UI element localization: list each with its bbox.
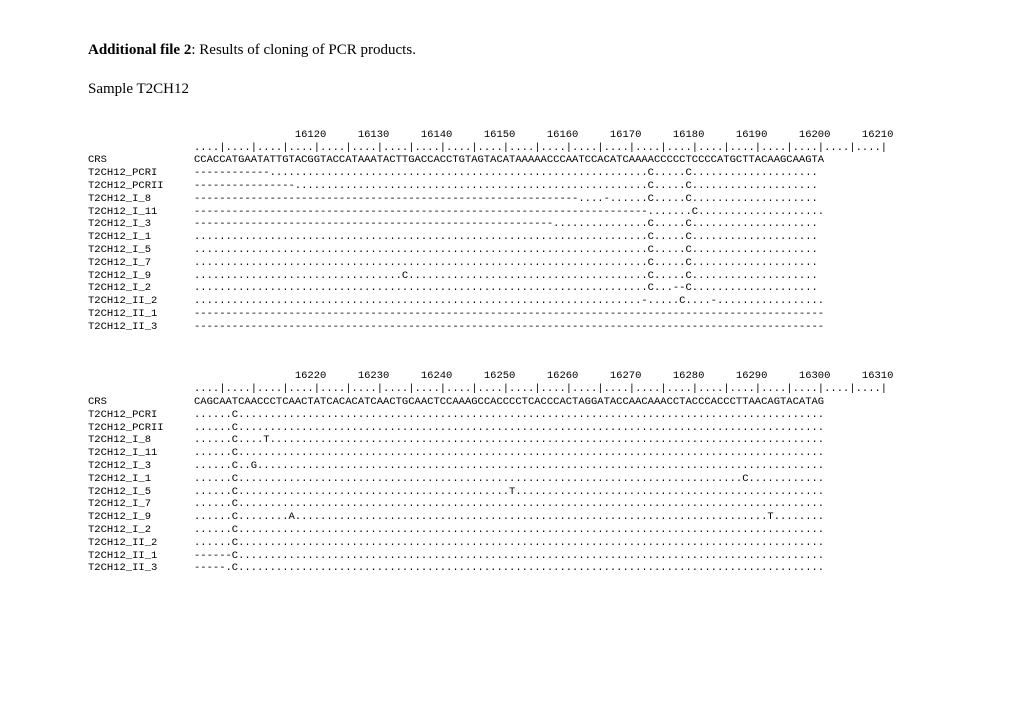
row-seq: ......C.................................… [194,409,824,421]
row-seq: ----------------------------------------… [194,193,818,205]
row-label: T2CH12_I_7 [88,498,194,511]
row-label: T2CH12_I_5 [88,486,194,499]
row-seq: ......C........A........................… [194,511,824,523]
row-label: CRS [88,396,194,409]
positions-row: 16220 16230 16240 16250 16260 16270 1628… [194,370,893,382]
row-label: T2CH12_I_8 [88,434,194,447]
row-label: T2CH12_II_3 [88,321,194,334]
alignment-block-1: 16120 16130 16140 16150 16160 16170 1618… [88,116,940,334]
row-label: T2CH12_I_3 [88,460,194,473]
row-seq: CAGCAATCAACCCTCAACTATCACACATCAACTGCAACTC… [194,396,824,408]
row-seq: ......C.................................… [194,524,824,536]
title-bold: Additional file 2 [88,42,191,58]
row-label: T2CH12_I_1 [88,473,194,486]
row-label: T2CH12_PCRI [88,167,194,180]
row-seq: ----------------------------------------… [194,321,824,333]
row-label: T2CH12_II_2 [88,295,194,308]
row-seq: -----.C.................................… [194,562,824,574]
sample-label: Sample T2CH12 [88,81,940,98]
row-seq: ........................................… [194,282,818,294]
row-seq: ......C....T............................… [194,434,824,446]
row-seq: ........................................… [194,231,818,243]
row-seq: ......C.................................… [194,447,824,459]
row-seq: .................................C......… [194,270,818,282]
title-rest: : Results of cloning of PCR products. [191,42,416,58]
row-label: T2CH12_I_11 [88,206,194,219]
row-seq: ......C.................................… [194,498,824,510]
row-label: T2CH12_PCRII [88,180,194,193]
row-seq: ----------------........................… [194,180,818,192]
row-seq: ........................................… [194,295,824,307]
row-seq: ......C.................................… [194,537,824,549]
row-label: T2CH12_II_2 [88,537,194,550]
row-label: T2CH12_I_3 [88,218,194,231]
row-label: T2CH12_I_2 [88,282,194,295]
row-label: CRS [88,154,194,167]
row-seq: ------------............................… [194,167,818,179]
positions-row: 16120 16130 16140 16150 16160 16170 1618… [194,129,893,141]
ruler-row: ....|....|....|....|....|....|....|....|… [194,142,887,154]
row-label: T2CH12_II_3 [88,562,194,575]
row-label: T2CH12_II_1 [88,308,194,321]
row-label: T2CH12_I_9 [88,511,194,524]
row-label: T2CH12_I_5 [88,244,194,257]
row-seq: ........................................… [194,244,818,256]
row-seq: ----------------------------------------… [194,308,824,320]
row-label: T2CH12_II_1 [88,550,194,563]
row-label: T2CH12_I_2 [88,524,194,537]
row-label: T2CH12_PCRI [88,409,194,422]
row-seq: ........................................… [194,257,818,269]
row-seq: ......C..G..............................… [194,460,824,472]
row-label: T2CH12_I_8 [88,193,194,206]
row-label: T2CH12_I_7 [88,257,194,270]
ruler-row: ....|....|....|....|....|....|....|....|… [194,383,887,395]
alignment-block-2: 16220 16230 16240 16250 16260 16270 1628… [88,358,940,576]
row-label: T2CH12_PCRII [88,422,194,435]
row-seq: ......C.................................… [194,473,824,485]
row-label: T2CH12_I_1 [88,231,194,244]
row-seq: ......C.................................… [194,422,824,434]
document-title: Additional file 2: Results of cloning of… [88,42,940,59]
row-seq: ......C.................................… [194,486,824,498]
row-seq: ----------------------------------------… [194,218,818,230]
row-label: T2CH12_I_11 [88,447,194,460]
row-label: T2CH12_I_9 [88,270,194,283]
row-seq: ----------------------------------------… [194,206,824,218]
row-seq: CCACCATGAATATTGTACGGTACCATAAATACTTGACCAC… [194,154,824,166]
row-seq: ------C.................................… [194,550,824,562]
